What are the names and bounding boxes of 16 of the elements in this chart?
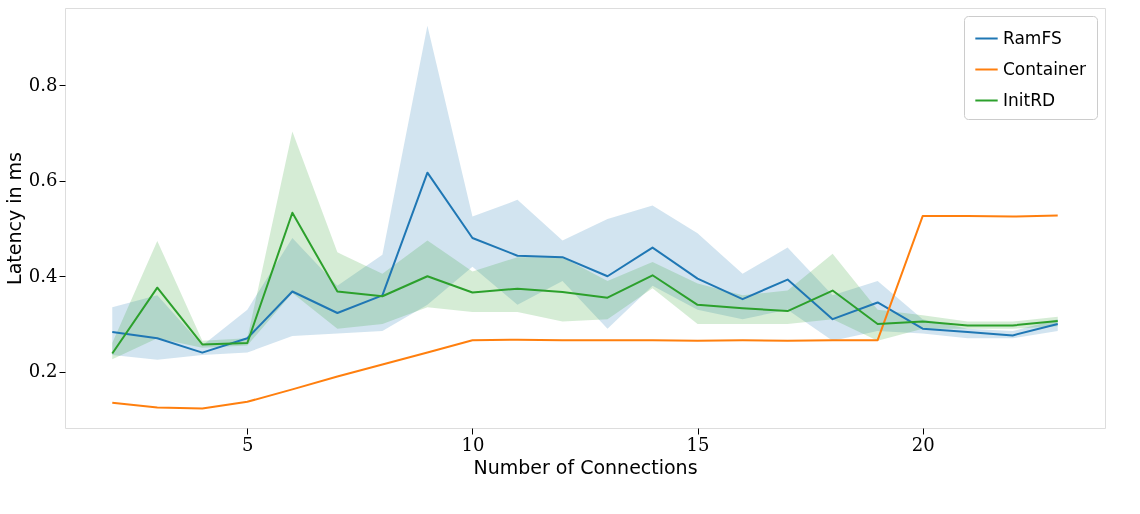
x-tick-label: 10	[461, 433, 485, 455]
legend-label: InitRD	[1003, 89, 1056, 110]
x-tick-label: 5	[242, 433, 254, 455]
line-series	[111, 214, 1059, 410]
x-tick-label: 15	[686, 433, 710, 455]
x-tick-label: 20	[911, 433, 935, 455]
y-tick-label: 0.2	[28, 360, 58, 382]
line-series	[111, 211, 1059, 355]
line-series	[111, 171, 1059, 354]
legend-label: Container	[1003, 58, 1087, 79]
y-tick-label: 0.6	[28, 169, 58, 191]
y-tick-label: 0.4	[28, 264, 58, 286]
legend-label: RamFS	[1003, 27, 1062, 48]
x-axis-title: Number of Connections	[473, 455, 698, 478]
y-tick-label: 0.8	[28, 73, 58, 95]
y-axis-title: Latency in ms	[2, 152, 25, 285]
